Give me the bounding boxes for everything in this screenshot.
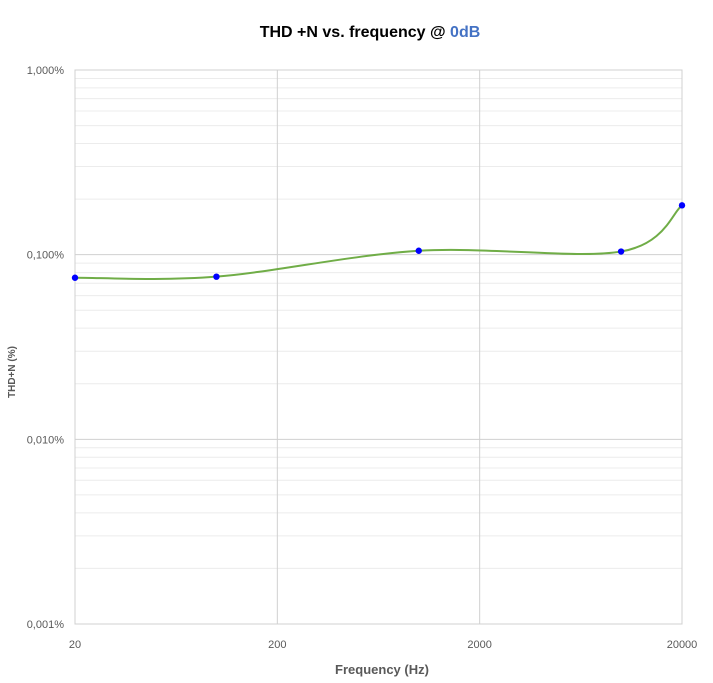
series-line: [74, 204, 683, 280]
x-tick-label: 20: [69, 639, 81, 651]
x-tick-label: 200: [268, 639, 286, 651]
y-tick-label: 0,010%: [27, 434, 65, 446]
minor-gridlines: [75, 77, 682, 569]
y-axis-title: THD+N (%): [7, 346, 18, 398]
y-tick-label: 0,100%: [27, 250, 65, 262]
chart-title: THD +N vs. frequency @ 0dB: [260, 24, 481, 41]
x-tick-label: 20000: [667, 639, 698, 651]
x-axis-title: Frequency (Hz): [335, 662, 429, 677]
x-tick-label: 2000: [467, 639, 491, 651]
series: [71, 202, 686, 281]
data-point: [213, 273, 220, 280]
data-point: [415, 247, 422, 254]
data-point: [678, 202, 686, 209]
chart-title-main: THD +N vs. frequency @: [260, 24, 450, 41]
y-tick-label: 0,001%: [27, 619, 65, 631]
data-point: [617, 248, 625, 255]
plot-area: [74, 69, 683, 625]
major-gridlines: [74, 69, 683, 625]
y-axis-ticks: 0,001% 0,010% 0,100% 1,000%: [27, 65, 65, 631]
data-point: [71, 274, 79, 281]
x-axis-ticks: 20 200 2000 20000: [69, 639, 697, 651]
y-tick-label: 1,000%: [27, 65, 65, 77]
chart-title-highlight: 0dB: [450, 24, 480, 41]
